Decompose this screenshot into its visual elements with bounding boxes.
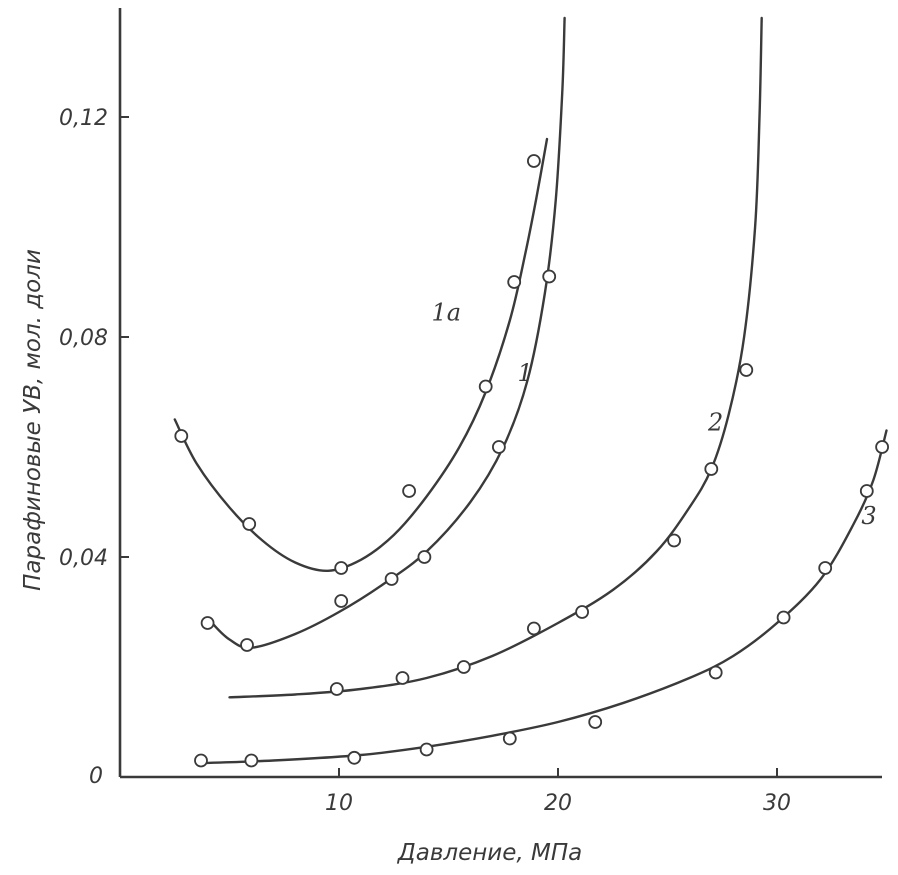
data-point-3-2: [347, 750, 362, 765]
data-point-1a-2: [334, 561, 349, 575]
points-layer: [174, 154, 889, 768]
data-point-2-2: [456, 660, 471, 674]
data-point-1-6: [542, 269, 557, 284]
data-point-1a-0: [174, 429, 189, 443]
data-point-1-5: [491, 440, 506, 454]
data-point-2-6: [704, 462, 719, 476]
data-point-2-1: [395, 671, 410, 685]
data-point-1a-4: [478, 379, 493, 394]
data-point-2-3: [527, 621, 541, 636]
data-point-1a-1: [242, 517, 257, 531]
data-point-2-7: [739, 363, 754, 377]
data-point-1-3: [384, 572, 399, 586]
series-label-1: 1: [517, 359, 532, 387]
x-tick-label-10: 10: [325, 791, 353, 816]
data-point-1a-5: [507, 275, 522, 289]
x-tick-label-20: 20: [544, 791, 572, 816]
series-label-3: 3: [861, 502, 876, 530]
data-point-3-1: [244, 753, 259, 768]
axes-layer: [118, 8, 882, 779]
y-tick-label-0,12: 0,12: [59, 106, 108, 131]
data-point-3-10: [875, 440, 889, 454]
data-point-1-2: [334, 594, 349, 608]
data-point-1a-3: [402, 484, 417, 498]
data-point-1a-6: [527, 154, 541, 168]
origin-tick-label: 0: [89, 764, 103, 789]
series-curve-2: [228, 16, 763, 699]
data-point-3-3: [419, 742, 434, 757]
data-point-3-0: [194, 753, 208, 768]
y-tick-label-0,04: 0,04: [59, 546, 108, 571]
data-point-3-6: [708, 665, 723, 680]
x-tick-label-30: 30: [763, 791, 791, 816]
data-point-3-7: [776, 610, 791, 625]
x-axis-title: Давление, МПа: [397, 840, 582, 866]
data-point-1-1: [240, 638, 254, 652]
data-point-3-4: [502, 731, 517, 746]
data-point-3-8: [818, 561, 833, 575]
data-point-1-4: [417, 550, 432, 564]
data-point-3-5: [588, 715, 603, 729]
y-axis-title: Парафиновые УВ, мол. доли: [20, 249, 46, 591]
series-labels-layer: 1a 1 2 3: [432, 299, 877, 531]
series-label-1a: 1a: [432, 299, 462, 327]
curves-layer: [173, 16, 888, 765]
series-curve-1a: [173, 137, 549, 573]
data-point-2-0: [329, 682, 344, 696]
series-curve-1: [210, 16, 566, 650]
series-label-2: 2: [707, 409, 723, 437]
y-tick-label-0,08: 0,08: [59, 326, 108, 351]
data-point-3-9: [859, 484, 874, 498]
data-point-2-4: [575, 605, 589, 619]
data-point-1-0: [200, 616, 215, 630]
series-curve-3: [195, 429, 888, 765]
ticks-layer: 0 10 20 30 0,04 0,08 0,12: [59, 106, 791, 816]
data-point-2-5: [667, 533, 681, 548]
